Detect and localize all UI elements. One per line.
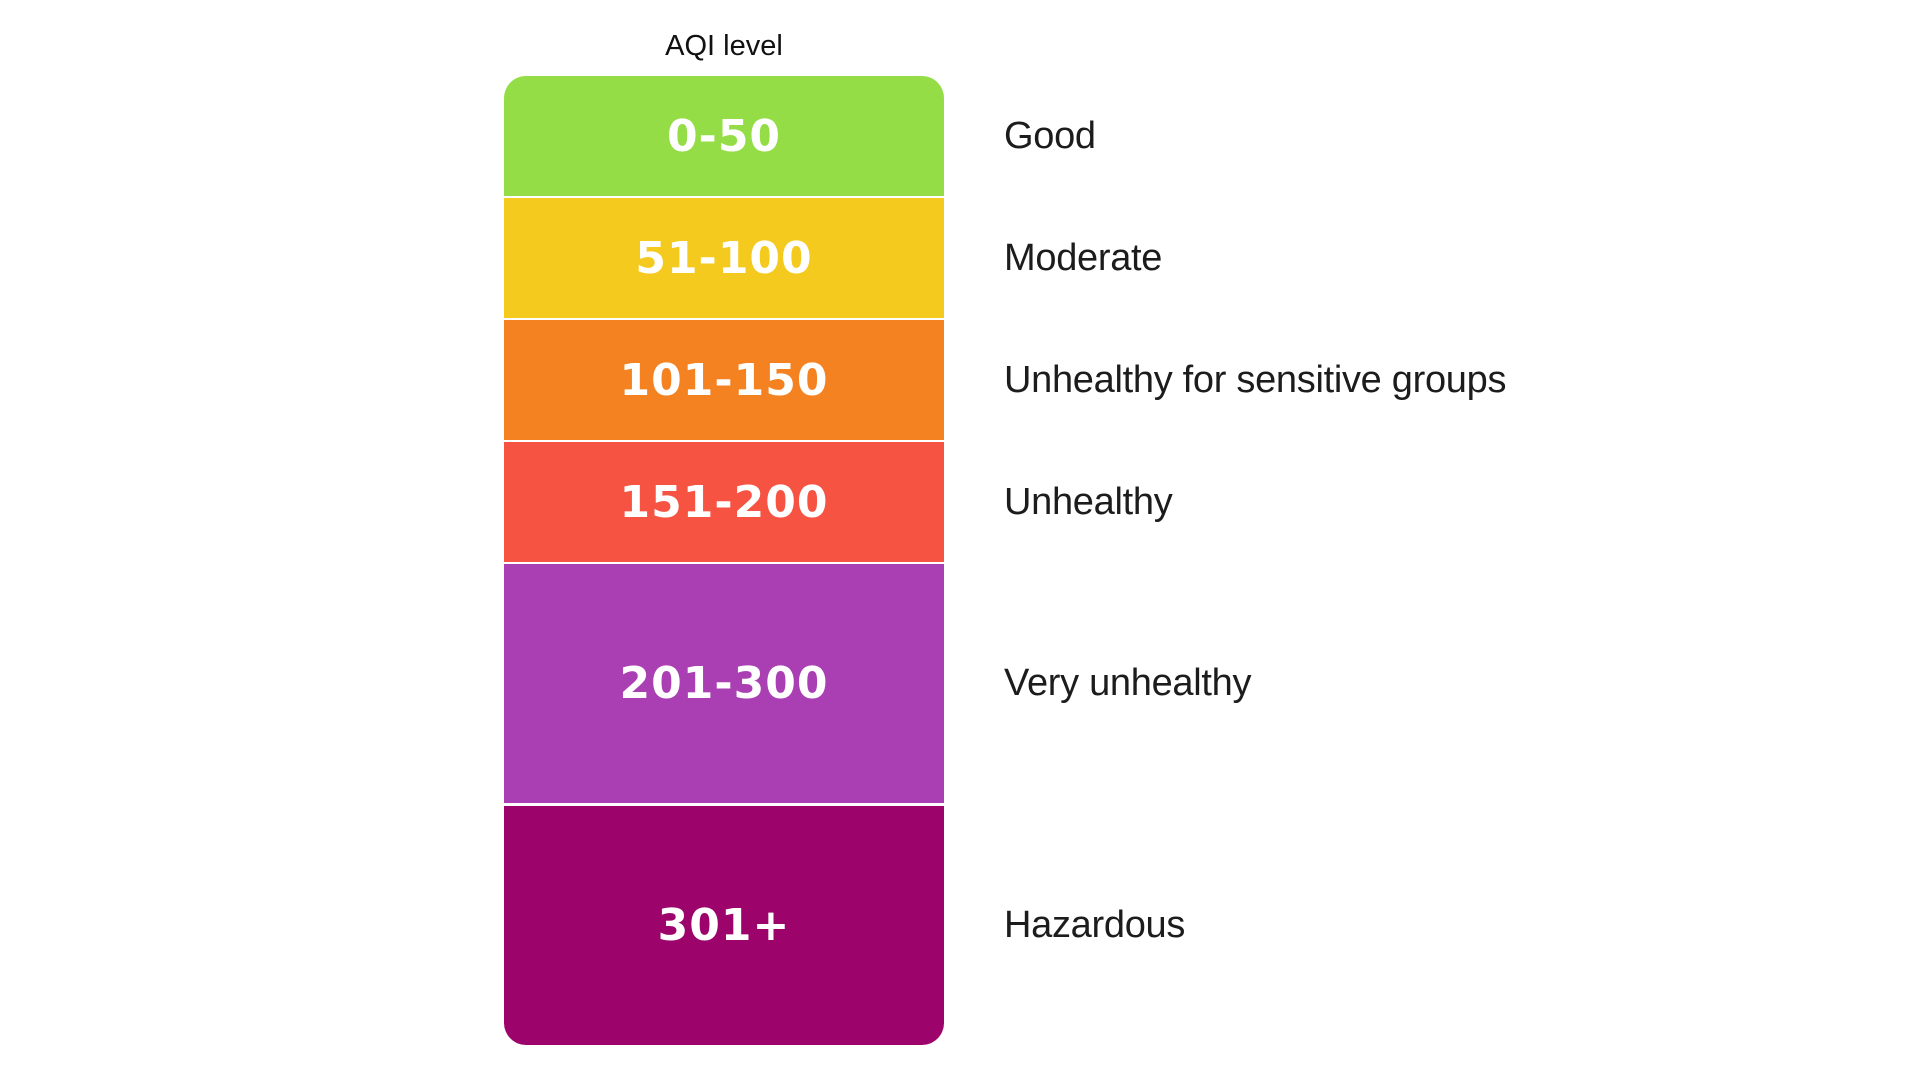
label-very-unhealthy: Very unhealthy <box>1004 662 1252 704</box>
label-unhealthy: Unhealthy <box>1004 480 1173 523</box>
chart-title: AQI level <box>665 30 783 62</box>
band-moderate: 51-100 <box>504 198 944 318</box>
band-good: 0-50 <box>504 76 944 196</box>
label-good: Good <box>1004 114 1096 157</box>
band-very-unhealthy: 201-300 <box>504 564 944 803</box>
band-hazardous: 301+ <box>504 806 944 1045</box>
label-moderate: Moderate <box>1004 236 1163 279</box>
label-hazardous: Hazardous <box>1004 904 1186 946</box>
band-unhealthy: 151-200 <box>504 442 944 562</box>
band-unhealthy-sensitive: 101-150 <box>504 320 944 440</box>
label-unhealthy-sensitive: Unhealthy for sensitive groups <box>1004 358 1507 401</box>
aqi-scale: 0-50 51-100 101-150 151-200 201-300 301+ <box>504 76 944 1045</box>
